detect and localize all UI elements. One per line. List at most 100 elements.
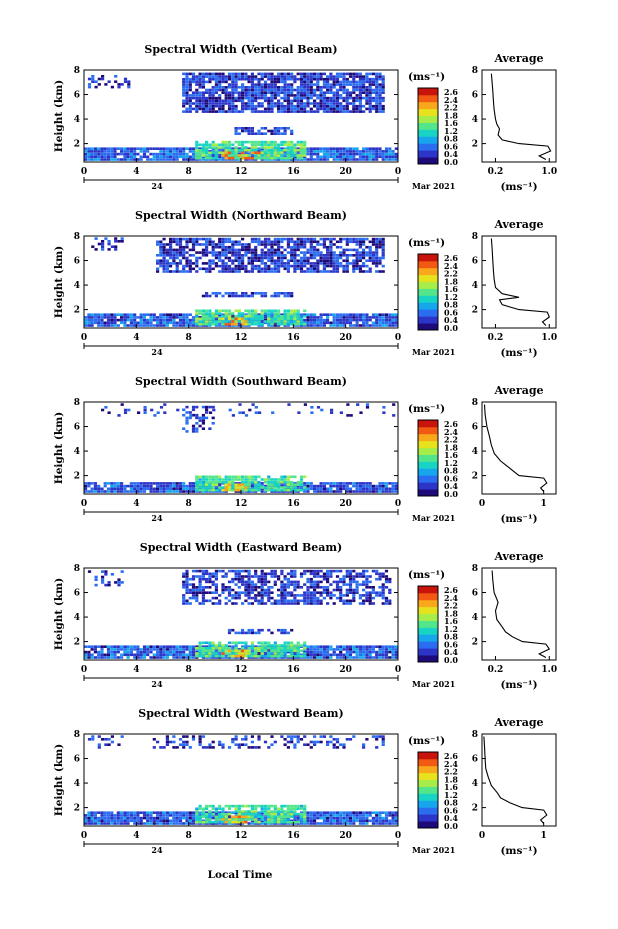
heatmap-cell — [208, 91, 212, 94]
heatmap-cell — [211, 649, 215, 653]
heatmap-cell — [113, 152, 117, 156]
heatmap-cell — [371, 83, 375, 86]
heatmap-cell — [306, 569, 310, 573]
heatmap-cell — [273, 654, 277, 658]
heatmap-cell — [241, 575, 245, 578]
heatmap-cell — [313, 99, 317, 103]
heatmap-cell — [250, 140, 254, 144]
heatmap-cell — [205, 294, 209, 298]
heatmap-cell — [267, 86, 271, 89]
heatmap-cell — [339, 596, 343, 600]
heatmap-cell — [143, 408, 147, 412]
heatmap-cell — [182, 155, 186, 159]
x-tick-label: 16 — [287, 167, 300, 177]
average-y-tick-label: 8 — [472, 66, 478, 76]
heatmap-cell — [241, 151, 245, 155]
heatmap-cell — [260, 577, 264, 581]
heatmap-cell — [358, 75, 362, 78]
heatmap-cell — [139, 316, 143, 319]
heatmap-cell — [273, 151, 277, 155]
heatmap-cell — [362, 575, 366, 578]
heatmap-cell — [384, 490, 389, 493]
heatmap-cell — [188, 83, 192, 86]
heatmap-cell — [299, 99, 304, 103]
heatmap-cell — [110, 316, 114, 319]
heatmap-cell — [332, 324, 336, 327]
heatmap-cell — [221, 158, 225, 161]
heatmap-cell — [277, 486, 281, 489]
heatmap-cell — [169, 254, 173, 257]
heatmap-cell — [93, 487, 97, 491]
colorbar-tick-label: 1.2 — [444, 624, 458, 634]
heatmap-cell — [303, 254, 307, 257]
heatmap-cell — [267, 107, 271, 111]
heatmap-cell — [290, 569, 294, 573]
heatmap-cell — [247, 80, 251, 84]
average-title: Average — [493, 550, 543, 563]
heatmap-cell — [211, 143, 215, 147]
heatmap-cell — [211, 75, 215, 78]
heatmap-cell — [214, 80, 218, 84]
heatmap-cell — [381, 243, 385, 246]
heatmap-cell — [182, 484, 186, 488]
heatmap-cell — [195, 140, 199, 144]
heatmap-cell — [146, 324, 150, 327]
heatmap-cell — [355, 586, 359, 589]
heatmap-cell — [185, 316, 189, 319]
heatmap-cell — [133, 484, 137, 488]
heatmap-cell — [201, 486, 205, 489]
heatmap-cell — [267, 264, 271, 268]
heatmap-cell — [247, 486, 251, 489]
heatmap-cell — [391, 653, 395, 657]
heatmap-cell — [244, 140, 248, 144]
colorbar-swatch — [418, 129, 438, 137]
heatmap-cell — [362, 155, 366, 159]
heatmap-cell — [257, 580, 261, 584]
heatmap-cell — [299, 270, 304, 273]
heatmap-cell — [371, 96, 375, 100]
heatmap-cell — [227, 146, 232, 149]
heatmap-cell — [182, 72, 186, 76]
heatmap-cell — [260, 104, 264, 108]
heatmap-cell — [208, 411, 213, 414]
heatmap-cell — [201, 96, 205, 100]
heatmap-cell — [378, 313, 382, 316]
heatmap-cell — [227, 245, 232, 249]
heatmap-cell — [371, 313, 375, 316]
heatmap-cell — [211, 596, 215, 600]
heatmap-cell — [208, 270, 212, 273]
heatmap-cell — [258, 411, 262, 414]
heatmap-cell — [211, 72, 215, 76]
heatmap-cell — [263, 480, 268, 484]
heatmap-cell — [257, 577, 261, 581]
heatmap-cell — [257, 486, 261, 489]
heatmap-cell — [362, 653, 366, 657]
heatmap-cell — [273, 646, 277, 650]
heatmap-cell — [296, 267, 300, 271]
heatmap-cell — [277, 75, 281, 78]
heatmap-cell — [267, 591, 271, 594]
heatmap-cell — [254, 94, 258, 97]
heatmap-cell — [257, 475, 261, 479]
heatmap-cell — [205, 488, 209, 492]
heatmap-cell — [208, 320, 212, 323]
heatmap-cell — [218, 110, 222, 113]
heatmap-cell — [254, 86, 258, 89]
heatmap-cell — [172, 648, 176, 651]
heatmap-cell — [195, 99, 199, 103]
heatmap-cell — [329, 96, 333, 100]
heatmap-cell — [120, 487, 124, 491]
x-tick-label: 0 — [81, 333, 87, 343]
heatmap-cell — [208, 143, 212, 147]
heatmap-cell — [355, 254, 359, 257]
heatmap-cell — [188, 645, 192, 648]
heatmap-cell — [277, 91, 281, 94]
heatmap-cell — [234, 572, 238, 576]
heatmap-cell — [394, 487, 398, 491]
heatmap-cell — [205, 110, 209, 113]
heatmap-cell — [195, 309, 199, 313]
heatmap-cell — [309, 75, 313, 78]
heatmap-cell — [263, 641, 268, 645]
heatmap-cell — [195, 88, 199, 92]
heatmap-cell — [332, 150, 336, 153]
